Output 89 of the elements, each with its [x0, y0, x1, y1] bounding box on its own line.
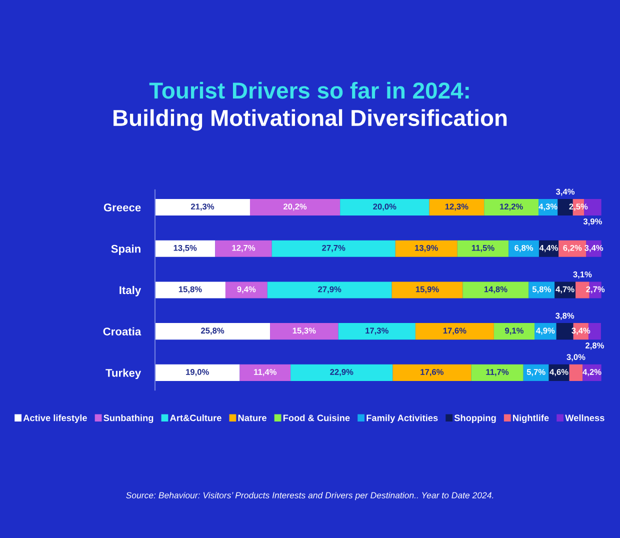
bar [340, 199, 430, 216]
data-label: 4,4% [539, 244, 558, 252]
bar [392, 364, 472, 381]
bar [155, 199, 250, 216]
data-label: 21,3% [190, 204, 214, 211]
data-label: 4,7% [556, 286, 574, 294]
y-tick-label: Italy [120, 286, 142, 296]
data-label: 2,8% [586, 342, 604, 350]
data-label: 3,8% [556, 312, 574, 320]
data-label: 4,2% [582, 369, 602, 376]
data-label: 14,8% [484, 286, 508, 294]
data-label: 12,7% [232, 244, 256, 252]
data-label: 20,2% [284, 204, 307, 211]
chart-title: Tourist Drivers so far in 2024: [149, 82, 469, 99]
bar [494, 323, 535, 340]
y-tick-label: Turkey [106, 368, 142, 380]
data-label: 3,0% [566, 354, 586, 362]
data-label: 15,9% [416, 286, 439, 294]
bar [240, 364, 291, 381]
bar [392, 282, 463, 298]
data-label: 6,8% [514, 244, 534, 252]
bar [155, 323, 270, 340]
data-label: 3,9% [583, 218, 602, 226]
data-label: 11,7% [486, 369, 509, 376]
y-tick-label: Croatia [103, 327, 142, 336]
data-label: 3,1% [573, 271, 592, 279]
legend-label: Sunbathing [104, 414, 154, 424]
bar [429, 199, 484, 216]
bar [462, 282, 529, 298]
legend-label: Art&Culture [170, 414, 222, 422]
data-label: 5,7% [526, 369, 546, 376]
bar [523, 364, 549, 381]
bar [556, 323, 574, 340]
legend-label: Family Activities [366, 414, 438, 423]
bar [457, 240, 509, 257]
data-label: 13,9% [415, 244, 438, 252]
data-label: 12,2% [500, 204, 523, 211]
data-label: 11,4% [254, 369, 277, 376]
legend-label: Shopping [454, 414, 496, 424]
data-label: 6,2% [563, 244, 582, 252]
bar [508, 240, 539, 257]
data-label: 27,9% [318, 286, 342, 294]
data-label: 9,1% [505, 328, 524, 335]
chart-subtitle: Building Motivational Diversification [114, 109, 507, 131]
legend-label: Nightlife [513, 414, 549, 424]
legend-label: Nature [238, 414, 266, 422]
data-label: 15,3% [292, 328, 316, 335]
bar [215, 240, 272, 257]
bar [155, 282, 226, 298]
data-label: 15,8% [178, 286, 202, 294]
bar [270, 323, 338, 340]
data-label: 22,9% [330, 369, 354, 376]
bar [554, 282, 576, 298]
data-label: 25,8% [201, 328, 224, 335]
data-label: 9,4% [237, 286, 256, 294]
bar [471, 364, 524, 381]
bar [267, 282, 392, 298]
bar [395, 240, 458, 257]
data-label: 13,5% [174, 244, 197, 252]
data-label: 17,6% [420, 369, 444, 376]
bar [415, 323, 494, 340]
bar [484, 199, 539, 216]
data-label: 17,6% [443, 328, 466, 335]
bar [528, 282, 555, 298]
bar [250, 199, 340, 216]
data-label: 12,3% [445, 204, 468, 211]
bar [225, 282, 268, 298]
data-label: 11,5% [472, 244, 494, 252]
legend-label: Food & Cuisine [283, 414, 350, 422]
data-label: 17,3% [366, 328, 388, 335]
bar [290, 364, 393, 381]
legend-label: Wellness [565, 414, 604, 422]
legend-label: Active lifestyle [23, 414, 87, 423]
y-tick-label: Greece [104, 204, 141, 212]
data-label: 20,0% [373, 204, 396, 211]
data-label: 4,3% [538, 204, 558, 211]
data-label: 27,7% [322, 244, 346, 252]
bar [155, 240, 216, 257]
y-tick-label: Spain [111, 244, 140, 255]
data-label: 3,4% [556, 188, 575, 196]
bar [338, 323, 416, 340]
bar [272, 240, 396, 257]
data-label: 4,9% [536, 328, 555, 335]
bar [569, 364, 583, 381]
data-label: 5,8% [532, 286, 551, 294]
bar [155, 364, 240, 381]
source-note: Source: Behaviour: Visitors’ Products Interests and Drivers per Destination.. Year to Date 2024. [126, 492, 494, 500]
data-label: 19,0% [186, 369, 209, 376]
data-label: 4,6% [550, 369, 568, 376]
